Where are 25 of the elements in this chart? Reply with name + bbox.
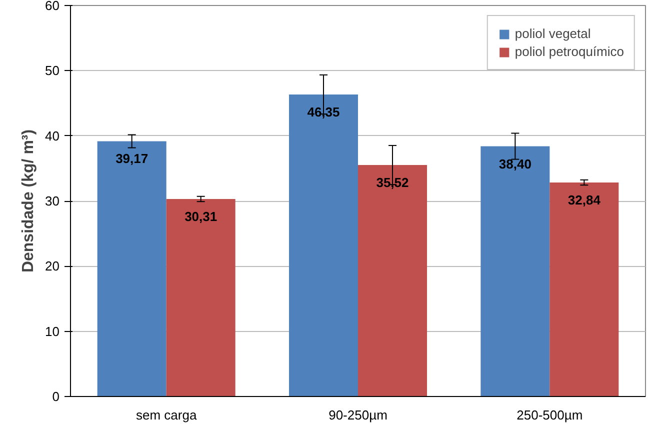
bar — [480, 146, 550, 396]
bar — [289, 94, 358, 396]
data-label: 38,40 — [498, 156, 532, 172]
data-label: 46,35 — [307, 104, 340, 120]
legend-label: poliol petroquímico — [514, 44, 624, 59]
bar — [97, 141, 166, 396]
data-label: 39,17 — [116, 151, 148, 166]
data-label: 30,31 — [184, 208, 218, 224]
y-tick-label: 40 — [45, 128, 60, 144]
y-tick-label: 0 — [52, 389, 60, 404]
x-tick-label: sem carga — [136, 408, 198, 422]
data-label: 32,84 — [568, 192, 602, 208]
legend-label: poliol vegetal — [514, 26, 591, 41]
y-tick-label: 60 — [45, 0, 60, 13]
x-tick-label: 250-500µm — [516, 408, 583, 422]
bar — [358, 165, 427, 396]
y-tick-label: 10 — [45, 324, 60, 339]
y-tick-label: 30 — [45, 194, 60, 208]
data-label: 35,52 — [376, 175, 409, 190]
x-tick-label: 90-250µm — [328, 408, 388, 422]
bar — [550, 182, 619, 396]
y-tick-label: 50 — [45, 63, 60, 78]
y-tick-label: 20 — [45, 258, 60, 274]
bar — [166, 198, 236, 396]
y-axis-title: Densidade (kg/ m³) — [20, 129, 38, 273]
